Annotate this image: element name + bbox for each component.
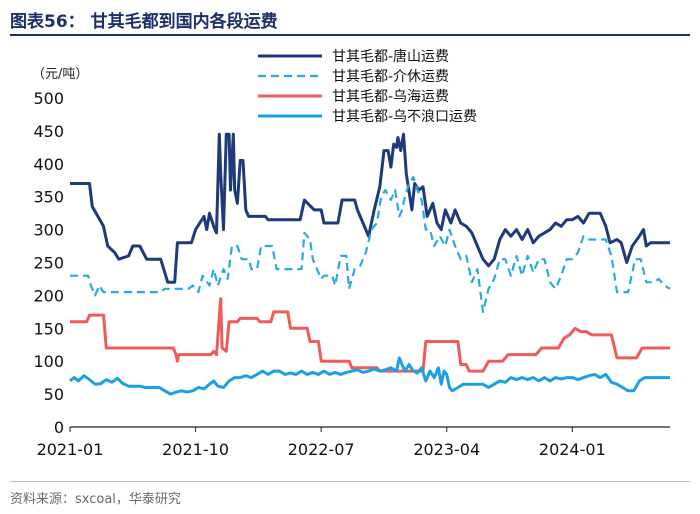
figure-title: 图表56： 甘其毛都到国内各段运费 (10, 12, 278, 32)
y-tick-label: 50 (44, 385, 64, 404)
legend-label-2: 甘其毛都-介休运费 (332, 69, 449, 85)
legend-label-1: 甘其毛都-唐山运费 (332, 48, 449, 65)
title-bar: 图表56： 甘其毛都到国内各段运费 (10, 4, 690, 36)
x-tick-label: 2021-01 (37, 440, 104, 459)
x-tick-label: 2023-04 (413, 440, 480, 459)
y-tick-label: 350 (33, 188, 64, 207)
legend-label-3: 甘其毛都-乌海运费 (332, 89, 449, 105)
y-tick-label: 400 (33, 155, 64, 174)
y-tick-label: 150 (33, 319, 64, 338)
x-tick-label: 2021-10 (162, 440, 229, 459)
y-axis-label: （元/吨） (32, 67, 88, 82)
x-tick-label: 2022-07 (288, 440, 355, 459)
y-tick-label: 100 (33, 352, 64, 371)
y-tick-label: 0 (54, 418, 64, 437)
y-tick-label: 500 (33, 89, 64, 108)
x-tick-label: 2024-01 (539, 440, 606, 459)
y-tick-label: 450 (33, 122, 64, 141)
legend-label-4: 甘其毛都-乌不浪口运费 (332, 109, 477, 125)
series-line-4 (69, 356, 670, 396)
series-line-2 (70, 175, 671, 313)
source-divider (10, 481, 690, 482)
series-line-1 (70, 132, 670, 284)
series-line-3 (70, 297, 670, 373)
chart-area: （元/吨） 0 50 100 150 200 250 300 350 400 450 500 2021-… (32, 48, 671, 459)
y-tick-label: 200 (33, 286, 64, 305)
source-note: 资料来源：sxcoal，华泰研究 (10, 492, 181, 507)
y-tick-label: 250 (33, 254, 64, 273)
y-tick-label: 300 (33, 221, 64, 240)
